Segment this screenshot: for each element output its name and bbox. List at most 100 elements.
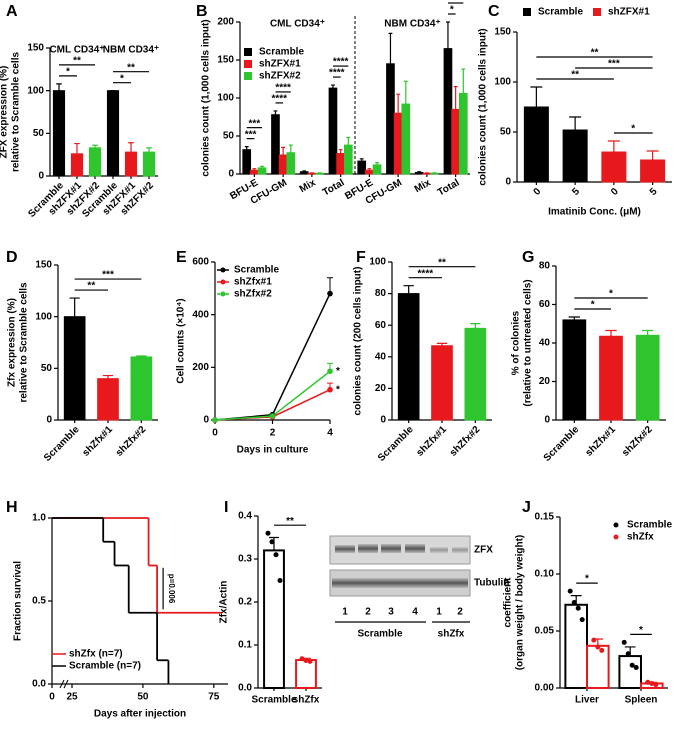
error-bar — [569, 116, 582, 130]
panel-letter: F — [356, 249, 366, 266]
error-bar — [331, 84, 335, 89]
significance-label: *** — [249, 118, 261, 129]
legend-label: Scramble (n=7) — [69, 661, 141, 672]
data-point — [265, 530, 271, 536]
error-bar — [641, 329, 654, 336]
y-tick-label: 50 — [33, 128, 45, 139]
bar — [640, 159, 666, 183]
x-tick-label: shZfx#2 — [448, 424, 483, 459]
significance-label: * — [66, 66, 70, 77]
error-bar — [302, 170, 307, 172]
y-tick-label: 200 — [217, 17, 234, 28]
x-tick-label: 0 — [609, 186, 621, 198]
bar — [562, 129, 588, 183]
y-tick-label: 100 — [27, 85, 44, 96]
error-bar — [396, 93, 401, 114]
x-tick-label: shZfx#1 — [80, 424, 115, 459]
y-axis-label: colonies count (1,000 cells input) — [201, 19, 212, 176]
legend-swatch — [523, 8, 531, 16]
error-bar — [367, 168, 372, 171]
y-axis-label: colonies count (200 cells input) — [353, 267, 364, 416]
y-tick-label: 0.0 — [32, 679, 46, 690]
panel-letter: E — [176, 249, 187, 266]
y-axis-label: Zfx expression (%) — [7, 298, 18, 387]
bar — [635, 334, 660, 421]
significance-label: **** — [329, 68, 345, 79]
data-point — [591, 637, 597, 643]
data-point — [269, 413, 276, 419]
panel-letter: J — [522, 499, 531, 516]
x-tick-label: 0 — [532, 186, 544, 198]
y-tick-label: 150 — [217, 55, 234, 66]
legend-swatch — [220, 291, 226, 297]
y-tick-label: 0.1 — [238, 640, 252, 651]
legend-label: shZfx — [627, 532, 654, 543]
x-tick-label: shZfx#2 — [620, 424, 655, 459]
panel-letter: D — [6, 249, 18, 266]
blot-band — [358, 544, 378, 553]
legend-label: shZfx (n=7) — [69, 649, 123, 660]
significance-label: * — [631, 124, 635, 135]
x-tick-label: Scramble — [42, 424, 82, 464]
band-label: ZFX — [474, 545, 493, 556]
error-bar — [252, 168, 257, 171]
x-tick-label: 4 — [327, 428, 333, 439]
legend-label: shZFX#1 — [259, 59, 301, 70]
legend-label: shZFX#2 — [259, 71, 301, 82]
legend-label: Scramble — [234, 265, 279, 276]
significance-label: ** — [87, 281, 95, 292]
lane-label: 3 — [388, 607, 394, 618]
x-tick-label: 25 — [66, 692, 78, 703]
data-point — [307, 658, 313, 664]
error-bar — [273, 110, 278, 115]
data-point — [273, 552, 279, 558]
legend-swatch — [613, 534, 619, 540]
data-point — [277, 578, 283, 583]
error-bar — [403, 80, 408, 105]
y-axis-label: Zfx/Actin — [219, 581, 230, 624]
error-bar — [338, 149, 343, 154]
group-title: CML CD34⁺ — [270, 19, 325, 30]
significance-label: *** — [608, 59, 620, 70]
error-bar — [74, 142, 80, 154]
panel-letter: C — [488, 3, 500, 20]
y-axis-label: Cell counts (×10⁴) — [176, 298, 187, 383]
bar — [393, 112, 403, 175]
y-axis-label: relative to Scramble cells — [11, 52, 22, 173]
bar — [263, 549, 285, 690]
data-point — [579, 617, 585, 623]
y-tick-label: 0.3 — [238, 554, 252, 565]
bar — [257, 167, 267, 175]
significance-label: ** — [591, 48, 599, 59]
y-axis-label: Fraction survival — [13, 561, 24, 641]
error-bar — [146, 147, 152, 153]
data-point — [212, 417, 218, 423]
blot-band — [430, 547, 448, 553]
legend-label: Scramble — [627, 520, 672, 531]
blot-band — [452, 547, 468, 553]
panel-letter: A — [6, 3, 18, 20]
x-tick-label: shZfx — [293, 695, 320, 706]
data-point — [649, 680, 655, 686]
significance-label: ** — [73, 55, 81, 66]
significance-label: **** — [418, 268, 434, 279]
x-tick-label: Total — [321, 177, 347, 198]
x-tick-label: Scramble — [542, 424, 582, 464]
lane-group-label: Scramble — [357, 629, 402, 640]
p-value: p=0.006 — [167, 574, 176, 604]
error-bar — [568, 316, 581, 320]
lane-group-label: shZfx — [438, 629, 465, 640]
legend-swatch — [593, 8, 601, 16]
error-bar — [69, 297, 80, 317]
error-bar — [646, 150, 659, 160]
y-tick-label: 1.0 — [32, 513, 46, 524]
error-bar — [530, 86, 543, 107]
x-tick-label: shZfx#1 — [414, 424, 449, 459]
significance-label: * — [585, 574, 589, 585]
error-bar — [136, 355, 147, 357]
bar — [97, 378, 119, 421]
error-bar — [470, 323, 481, 329]
bar — [431, 345, 453, 421]
y-tick-label: 200 — [192, 362, 209, 373]
data-point — [269, 539, 275, 545]
